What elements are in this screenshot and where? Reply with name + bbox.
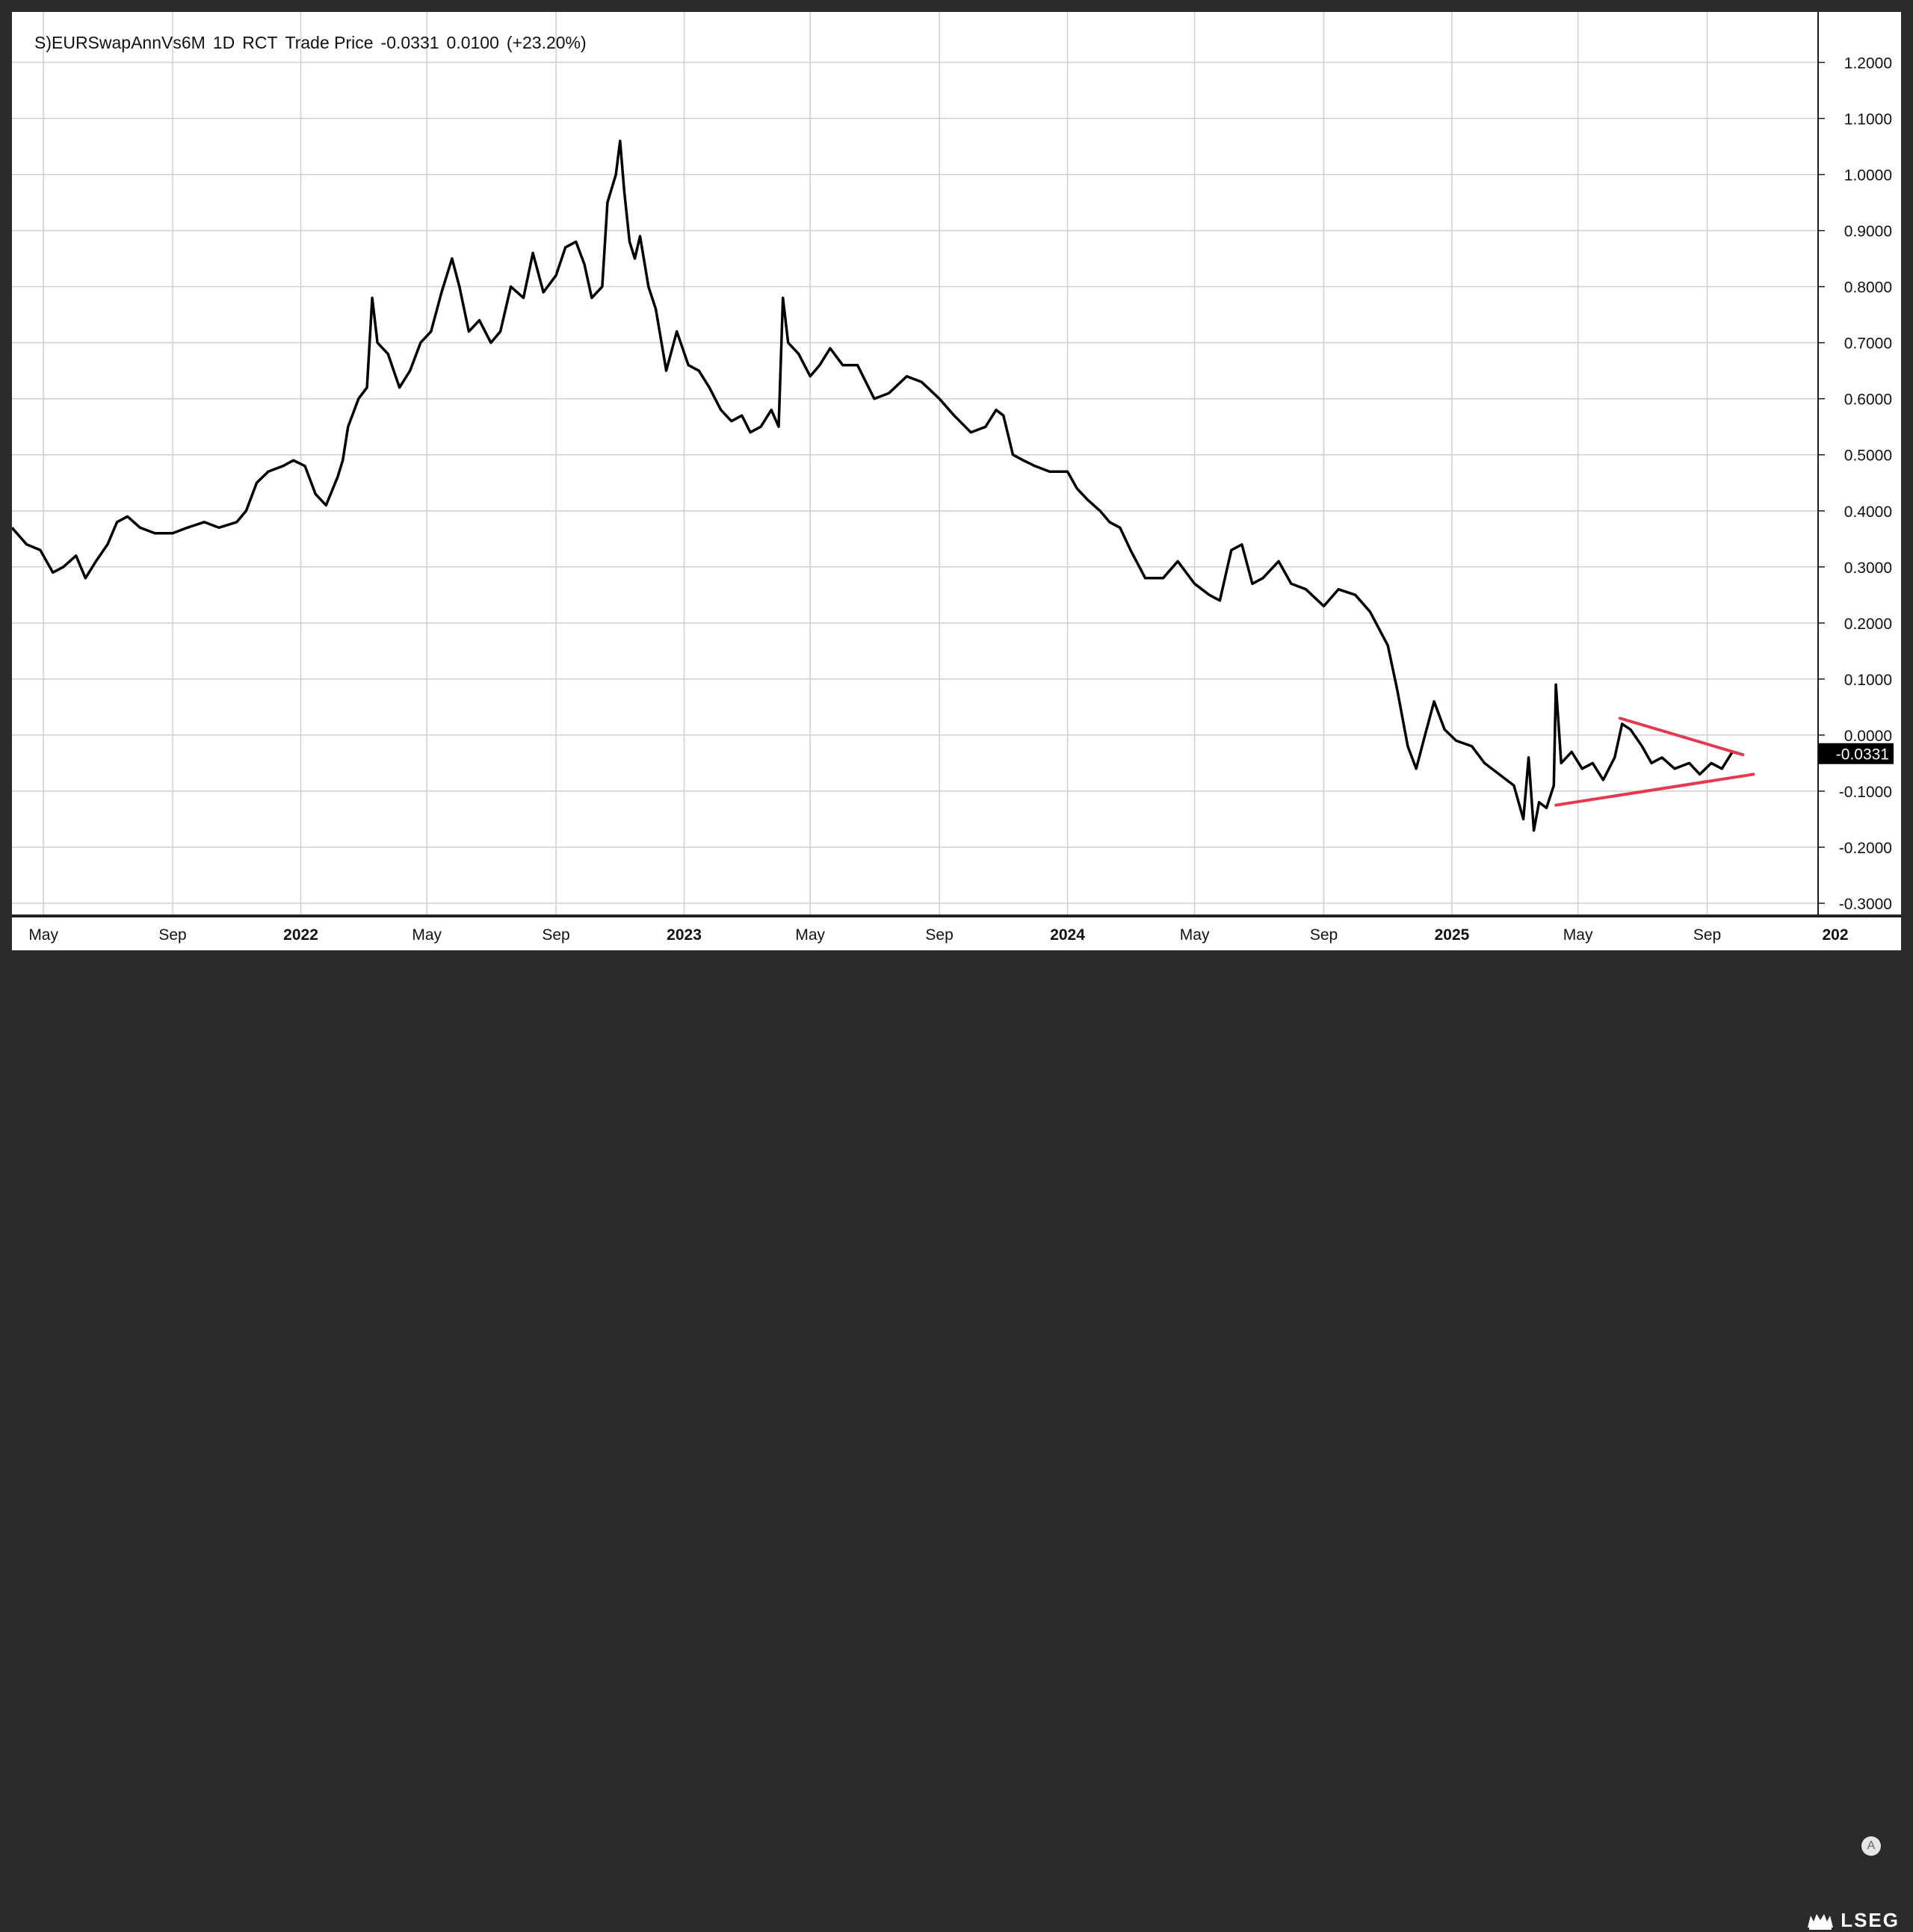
y-tick-label: 0.7000 bbox=[1844, 335, 1892, 353]
x-tick-label: 2025 bbox=[1435, 926, 1470, 944]
legend-source: RCT bbox=[242, 33, 278, 52]
y-tick-label: 1.1000 bbox=[1844, 111, 1892, 129]
y-tick-label: 0.3000 bbox=[1844, 560, 1892, 577]
window-right-edge bbox=[1901, 12, 1913, 950]
y-tick-label: 0.8000 bbox=[1844, 279, 1892, 297]
y-tick-label: 0.6000 bbox=[1844, 391, 1892, 409]
legend-interval: 1D bbox=[212, 33, 235, 52]
y-tick-label: -0.1000 bbox=[1839, 784, 1892, 801]
x-tick-label: Sep bbox=[1310, 926, 1338, 944]
x-tick-label: May bbox=[795, 926, 825, 944]
x-tick-label: May bbox=[412, 926, 442, 944]
y-tick-label: 0.2000 bbox=[1844, 616, 1892, 633]
price-chart bbox=[12, 12, 1817, 914]
x-tick-label: May bbox=[28, 926, 58, 944]
last-price-label: -0.0331 bbox=[1836, 746, 1889, 764]
time-axis-labels: May Sep 2022 May Sep 2023 May Sep 2024 May Sep 2025… bbox=[28, 926, 1848, 944]
trendline-0[interactable] bbox=[1618, 716, 1745, 757]
last-price-tag bbox=[1819, 743, 1894, 764]
y-tick-label: -0.3000 bbox=[1839, 896, 1892, 913]
logo-text: LSEG bbox=[1841, 1909, 1900, 1931]
y-tick-label: 0.4000 bbox=[1844, 504, 1892, 521]
x-tick-label: May bbox=[1180, 926, 1210, 944]
price-axis-labels: 1.2000 1.1000 1.0000 0.9000 0.8000 0.7000 0.60… bbox=[1819, 55, 1894, 913]
legend-symbol: S)EURSwapAnnVs6M bbox=[34, 33, 205, 52]
legend-last: -0.0331 bbox=[380, 33, 439, 52]
y-tick-label: 1.2000 bbox=[1844, 55, 1892, 72]
footer-bar: LSEG bbox=[0, 950, 1913, 1931]
y-tick-label: 0.1000 bbox=[1844, 672, 1892, 689]
legend-change-pct: (+23.20%) bbox=[506, 33, 587, 52]
trendline-1[interactable] bbox=[1554, 773, 1755, 807]
chart-grid bbox=[12, 12, 1817, 914]
time-axis[interactable]: May Sep 2022 May Sep 2023 May Sep 2024 May Sep 2025… bbox=[12, 916, 1901, 1856]
legend-change: 0.0100 bbox=[446, 33, 499, 52]
chart-plot-area[interactable]: S)EURSwapAnnVs6M 1D RCT Trade Price -0.0331 0… bbox=[12, 12, 1817, 914]
x-tick-label: 2024 bbox=[1050, 926, 1085, 944]
x-tick-label: Sep bbox=[158, 926, 186, 944]
x-tick-label: 202 bbox=[1822, 926, 1848, 944]
y-tick-label: 1.0000 bbox=[1844, 167, 1892, 185]
y-tick-label: 0.9000 bbox=[1844, 223, 1892, 241]
price-axis[interactable]: 1.2000 1.1000 1.0000 0.9000 0.8000 0.7000 0.60… bbox=[1817, 12, 1901, 914]
legend-field: Trade Price bbox=[285, 33, 374, 52]
x-tick-label: Sep bbox=[542, 926, 569, 944]
window-top-bar bbox=[0, 0, 1913, 12]
y-tick-label: -0.2000 bbox=[1839, 840, 1892, 857]
y-tick-label: 0.5000 bbox=[1844, 448, 1892, 465]
y-tick-label: 0.0000 bbox=[1844, 728, 1892, 745]
lseg-mark-icon bbox=[1808, 1913, 1834, 1930]
x-tick-label: 2022 bbox=[283, 926, 318, 944]
x-tick-label: Sep bbox=[1693, 926, 1721, 944]
lseg-logo: LSEG bbox=[1806, 1909, 1900, 1932]
x-tick-label: 2023 bbox=[667, 926, 702, 944]
series-line-0 bbox=[12, 139, 1740, 832]
chart-legend: S)EURSwapAnnVs6M 1D RCT Trade Price -0.0331 0… bbox=[34, 33, 594, 53]
auto-scale-button[interactable]: A bbox=[1861, 1836, 1881, 1856]
x-tick-label: Sep bbox=[925, 926, 953, 944]
trendlines bbox=[1554, 716, 1755, 807]
price-series bbox=[12, 139, 1740, 832]
x-tick-label: May bbox=[1563, 926, 1593, 944]
